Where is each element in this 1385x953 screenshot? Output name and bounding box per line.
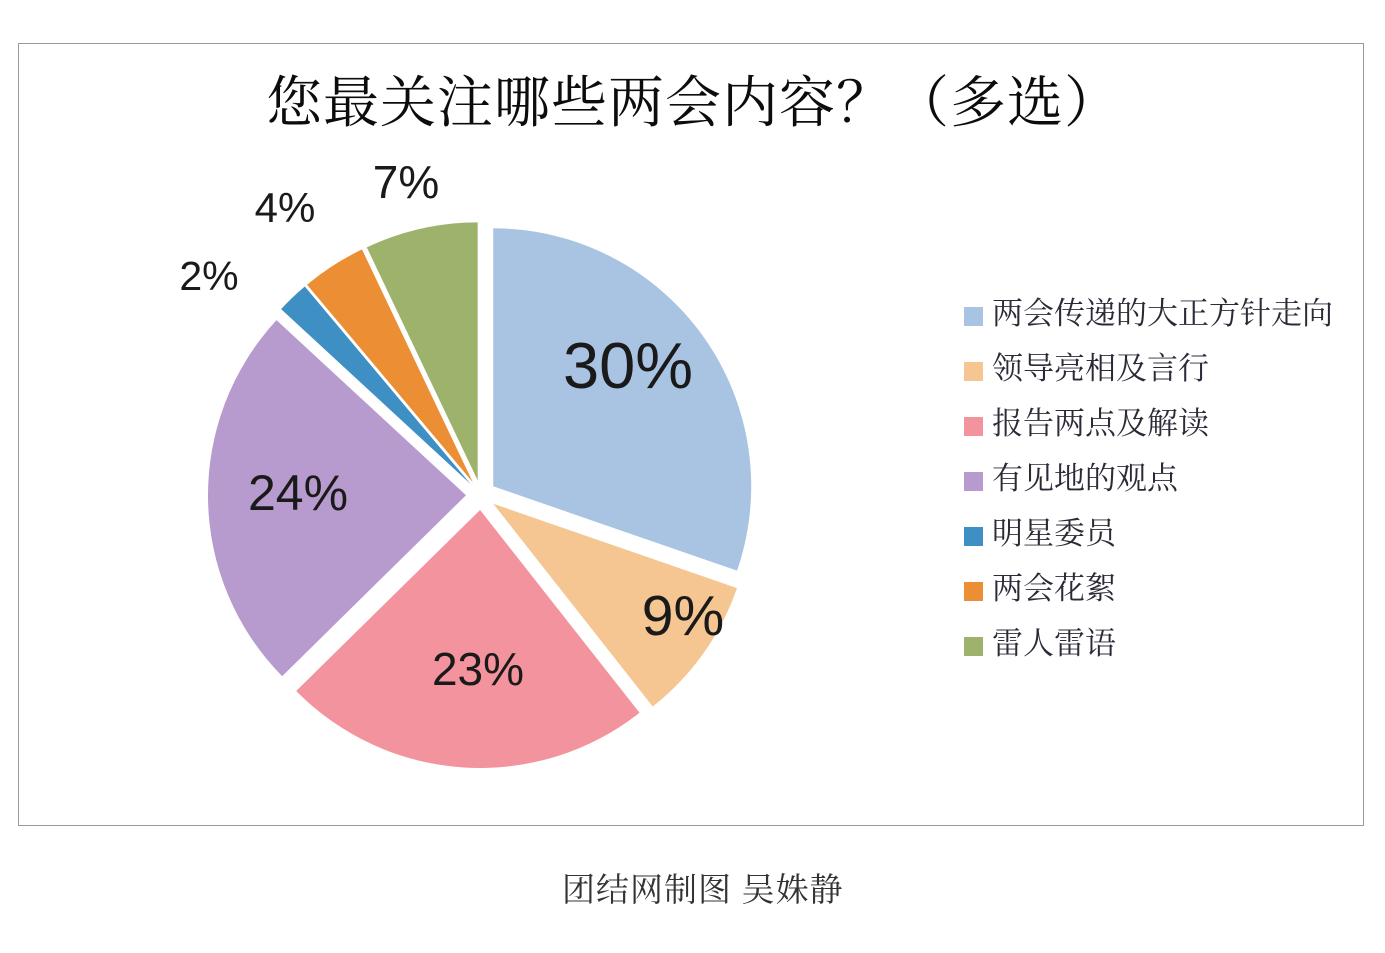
svg-text:两会传递的大正方针走向: 两会传递的大正方针走向	[992, 288, 1333, 333]
svg-text:两会花絮: 两会花絮	[992, 563, 1116, 608]
svg-text:领导亮相及言行: 领导亮相及言行	[992, 343, 1209, 388]
svg-text:报告两点及解读: 报告两点及解读	[992, 398, 1209, 443]
svg-text:雷人雷语: 雷人雷语	[992, 618, 1116, 663]
svg-text:明星委员: 明星委员	[992, 508, 1118, 553]
svg-text:有见地的观点: 有见地的观点	[992, 453, 1179, 498]
